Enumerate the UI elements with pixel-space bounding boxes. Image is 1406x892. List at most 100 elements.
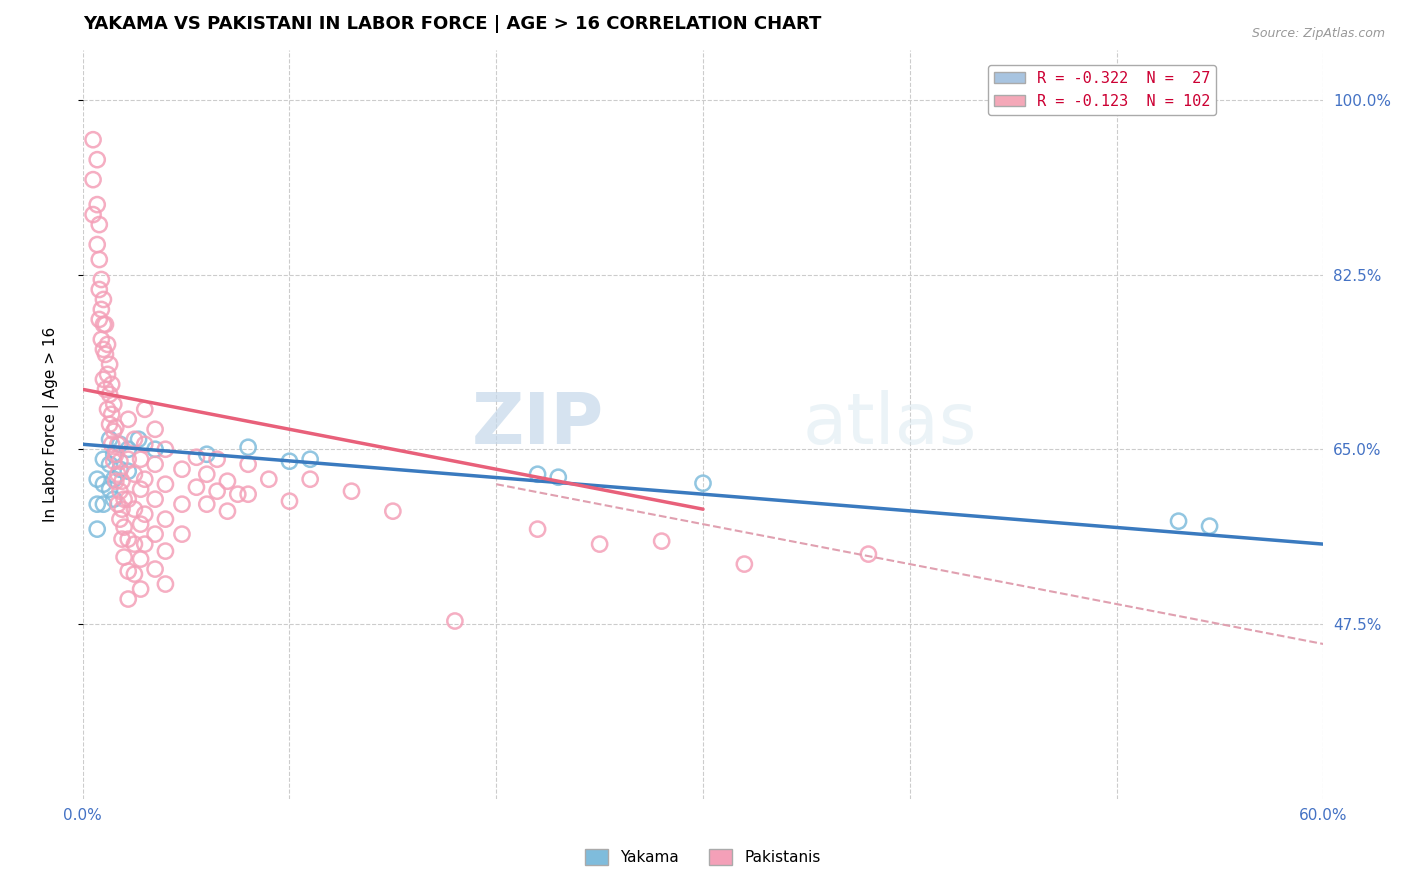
Point	[124, 432, 146, 446]
Point	[299, 472, 322, 486]
Point	[124, 537, 146, 551]
Point	[278, 454, 301, 468]
Point	[98, 417, 121, 432]
Point	[107, 437, 129, 451]
Point	[86, 153, 108, 167]
Point	[103, 472, 125, 486]
Point	[186, 480, 208, 494]
Legend: R = -0.322  N =  27, R = -0.123  N = 102: R = -0.322 N = 27, R = -0.123 N = 102	[988, 65, 1216, 115]
Point	[143, 442, 166, 457]
Point	[90, 272, 112, 286]
Point	[86, 197, 108, 211]
Point	[104, 447, 127, 461]
Point	[186, 450, 208, 465]
Point	[526, 522, 548, 536]
Point	[93, 497, 115, 511]
Point	[155, 544, 177, 558]
Point	[103, 397, 125, 411]
Point	[444, 614, 467, 628]
Legend: Yakama, Pakistanis: Yakama, Pakistanis	[579, 843, 827, 871]
Point	[124, 467, 146, 482]
Point	[170, 462, 193, 476]
Point	[226, 487, 249, 501]
Point	[94, 318, 117, 332]
Point	[124, 502, 146, 516]
Point	[93, 452, 115, 467]
Point	[170, 497, 193, 511]
Point	[257, 472, 280, 486]
Point	[547, 470, 569, 484]
Point	[143, 422, 166, 436]
Point	[117, 412, 139, 426]
Point	[82, 172, 104, 186]
Text: atlas: atlas	[803, 390, 977, 458]
Point	[98, 357, 121, 371]
Point	[108, 512, 131, 526]
Point	[98, 482, 121, 496]
Point	[1198, 519, 1220, 533]
Point	[111, 532, 134, 546]
Point	[733, 557, 755, 571]
Point	[134, 537, 156, 551]
Point	[96, 368, 118, 382]
Point	[111, 502, 134, 516]
Point	[89, 252, 111, 267]
Point	[98, 432, 121, 446]
Point	[195, 467, 218, 482]
Point	[86, 237, 108, 252]
Point	[93, 318, 115, 332]
Point	[108, 437, 131, 451]
Point	[526, 467, 548, 482]
Point	[93, 477, 115, 491]
Point	[117, 442, 139, 457]
Point	[117, 492, 139, 507]
Point	[155, 512, 177, 526]
Point	[143, 457, 166, 471]
Point	[117, 464, 139, 478]
Point	[93, 343, 115, 357]
Point	[236, 440, 259, 454]
Point	[96, 402, 118, 417]
Point	[108, 454, 131, 468]
Point	[107, 497, 129, 511]
Point	[112, 550, 135, 565]
Point	[100, 377, 122, 392]
Point	[381, 504, 404, 518]
Point	[129, 452, 152, 467]
Point	[129, 552, 152, 566]
Text: YAKAMA VS PAKISTANI IN LABOR FORCE | AGE > 16 CORRELATION CHART: YAKAMA VS PAKISTANI IN LABOR FORCE | AGE…	[83, 15, 821, 33]
Point	[155, 577, 177, 591]
Point	[134, 507, 156, 521]
Point	[90, 333, 112, 347]
Point	[858, 547, 880, 561]
Point	[103, 447, 125, 461]
Point	[108, 484, 131, 499]
Point	[129, 582, 152, 596]
Point	[112, 520, 135, 534]
Point	[692, 476, 714, 491]
Point	[170, 527, 193, 541]
Point	[205, 452, 228, 467]
Point	[104, 474, 127, 488]
Point	[117, 452, 139, 467]
Point	[93, 372, 115, 386]
Point	[103, 454, 125, 468]
Point	[103, 425, 125, 439]
Point	[143, 562, 166, 576]
Point	[217, 504, 239, 518]
Point	[117, 532, 139, 546]
Point	[155, 442, 177, 457]
Y-axis label: In Labor Force | Age > 16: In Labor Force | Age > 16	[44, 326, 59, 522]
Text: Source: ZipAtlas.com: Source: ZipAtlas.com	[1251, 27, 1385, 40]
Point	[82, 208, 104, 222]
Point	[340, 484, 363, 499]
Point	[89, 283, 111, 297]
Point	[1167, 514, 1189, 528]
Point	[86, 472, 108, 486]
Text: ZIP: ZIP	[471, 390, 603, 458]
Point	[108, 462, 131, 476]
Point	[94, 347, 117, 361]
Point	[111, 474, 134, 488]
Point	[143, 492, 166, 507]
Point	[93, 293, 115, 307]
